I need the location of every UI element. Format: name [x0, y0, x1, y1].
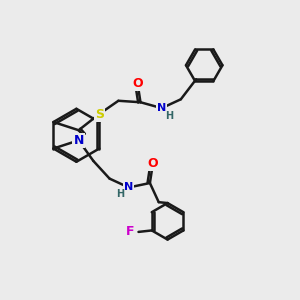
Text: N: N: [157, 103, 166, 113]
Text: N: N: [74, 134, 84, 147]
Text: F: F: [126, 225, 135, 239]
Text: H: H: [165, 111, 173, 122]
Text: H: H: [116, 189, 124, 199]
Text: O: O: [148, 158, 158, 170]
Text: O: O: [132, 76, 143, 90]
Text: N: N: [124, 182, 133, 192]
Text: S: S: [95, 107, 104, 121]
